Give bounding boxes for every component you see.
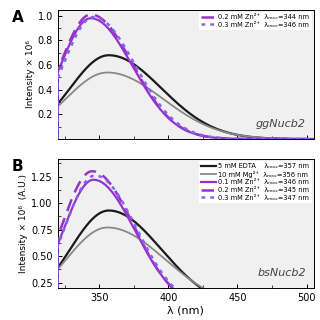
Legend: 5 mM EDTA    λₘₐₓ=357 nm, 10 mM Mg²⁺  λₘₐₓ=356 nm, 0.1 mM Zn²⁺  λₘₐₓ=346 nm, 0.2: 5 mM EDTA λₘₐₓ=357 nm, 10 mM Mg²⁺ λₘₐₓ=3…	[199, 161, 312, 203]
Y-axis label: Intensity × 10⁶: Intensity × 10⁶	[26, 40, 35, 108]
Text: ggNucb2: ggNucb2	[256, 119, 306, 129]
Legend: 0.2 mM Zn²⁺  λₘₐₓ=344 nm, 0.3 mM Zn²⁺  λₘₐₓ=346 nm: 0.2 mM Zn²⁺ λₘₐₓ=344 nm, 0.3 mM Zn²⁺ λₘₐ…	[199, 12, 312, 30]
Text: bsNucb2: bsNucb2	[257, 268, 306, 278]
Y-axis label: Intensity × 10⁶  (A.U.): Intensity × 10⁶ (A.U.)	[19, 174, 28, 273]
Text: B: B	[12, 158, 23, 173]
Text: A: A	[12, 10, 23, 25]
X-axis label: λ (nm): λ (nm)	[167, 306, 204, 316]
